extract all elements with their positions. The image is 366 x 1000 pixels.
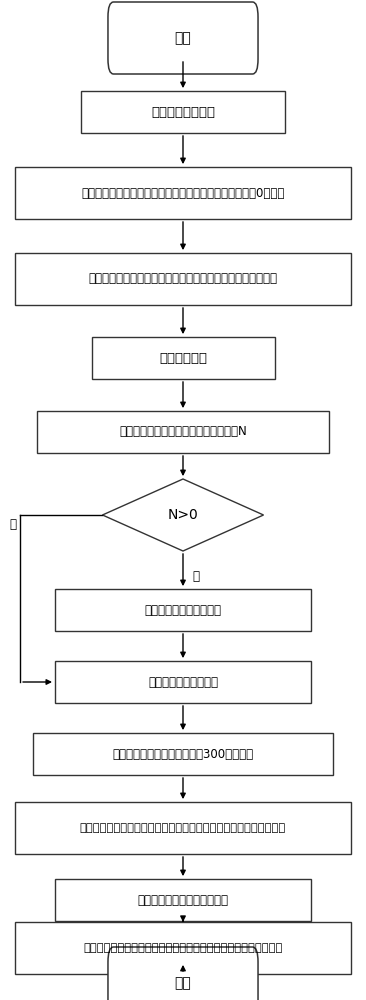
Bar — [55, 661, 311, 703]
Bar — [15, 253, 351, 305]
Text: N>0: N>0 — [168, 508, 198, 522]
Text: 剥除单掘进循环段数据量小于300的循环段: 剥除单掘进循环段数据量小于300的循环段 — [112, 748, 254, 760]
Bar — [37, 411, 329, 453]
Bar — [55, 589, 311, 631]
Bar — [15, 167, 351, 219]
Text: 数据的分段线性拟合计算斜率: 数据的分段线性拟合计算斜率 — [138, 894, 228, 907]
Bar — [15, 802, 351, 854]
Text: 计算初始掘进循环段的极小峰值点数目N: 计算初始掘进循环段的极小峰值点数目N — [119, 425, 247, 438]
Polygon shape — [102, 479, 264, 551]
Bar — [33, 733, 333, 775]
Text: 获得单掘进循环段数据: 获得单掘进循环段数据 — [148, 676, 218, 689]
Bar — [15, 922, 351, 974]
Text: 否: 否 — [10, 518, 16, 532]
Text: 数据平滑处理: 数据平滑处理 — [159, 352, 207, 364]
Text: 提取刀盘转速、刀盘扭矩、总推进力、推进速度同时大于0的数据: 提取刀盘转速、刀盘扭矩、总推进力、推进速度同时大于0的数据 — [81, 187, 285, 200]
Text: 是: 是 — [192, 570, 199, 582]
Text: 根据极小峰值点分割数据: 根据极小峰值点分割数据 — [145, 603, 221, 616]
Text: 计算极大峰值点，根据第一个极大峰值点实现上升段和平稳段的分离: 计算极大峰值点，根据第一个极大峰值点实现上升段和平稳段的分离 — [80, 823, 286, 833]
FancyBboxPatch shape — [108, 2, 258, 74]
Text: 根据相邻数据不连续的时间节点将数据分割为初始掘进循环段: 根据相邻数据不连续的时间节点将数据分割为初始掘进循环段 — [89, 272, 277, 286]
FancyBboxPatch shape — [108, 947, 258, 1000]
Bar — [92, 337, 274, 379]
Bar — [81, 91, 285, 133]
Text: 提取掘进参数数据: 提取掘进参数数据 — [151, 105, 215, 118]
Text: 筛选数据斜率正负的变化点，根据该点实现平稳段和下降段的分离: 筛选数据斜率正负的变化点，根据该点实现平稳段和下降段的分离 — [83, 943, 283, 953]
Bar — [55, 879, 311, 921]
Text: 开始: 开始 — [175, 31, 191, 45]
Text: 结束: 结束 — [175, 976, 191, 990]
